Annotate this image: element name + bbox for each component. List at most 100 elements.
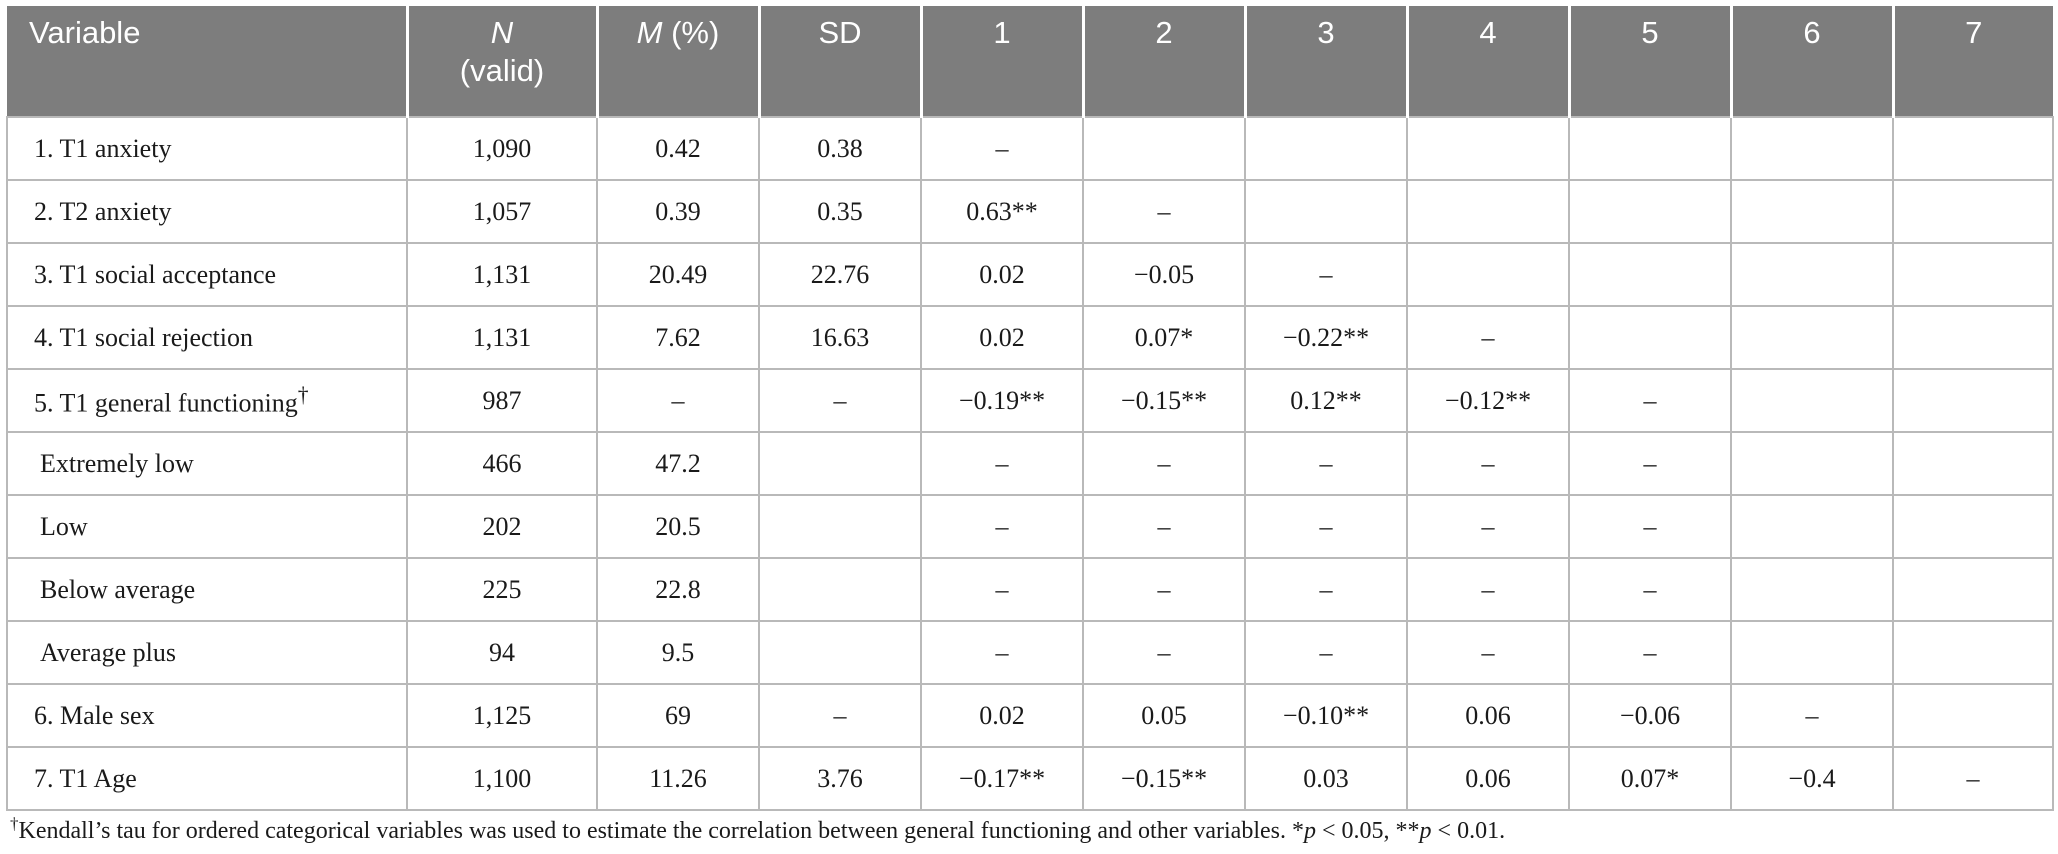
footnote-threshold-1: < 0.05, ** <box>1316 818 1420 844</box>
column-header-label: 2 <box>1155 15 1173 50</box>
table-cell: – <box>920 557 1084 622</box>
variable-cell: 1. T1 anxiety <box>6 116 408 181</box>
table-cell <box>1892 305 2054 370</box>
column-header-label: N <box>490 15 514 50</box>
column-header-label: 3 <box>1317 15 1335 50</box>
column-header-label: Variable <box>29 15 141 50</box>
table-cell: – <box>1082 494 1246 559</box>
table-cell: 1,100 <box>406 746 598 811</box>
table-cell: −0.15** <box>1082 368 1246 433</box>
variable-cell: 3. T1 social acceptance <box>6 242 408 307</box>
variable-label: Extremely low <box>40 448 194 478</box>
table-cell <box>1730 557 1894 622</box>
table-cell: 0.06 <box>1406 746 1570 811</box>
table-cell: – <box>1406 620 1570 685</box>
table-cell: – <box>1244 494 1408 559</box>
footnote-threshold-2: < 0.01. <box>1431 818 1506 844</box>
table-cell: 9.5 <box>596 620 760 685</box>
table-cell: 0.63** <box>920 179 1084 244</box>
table-cell: 22.8 <box>596 557 760 622</box>
table-cell: – <box>1892 746 2054 811</box>
table-cell: 16.63 <box>758 305 922 370</box>
table-cell: 0.07* <box>1082 305 1246 370</box>
table-cell: −0.10** <box>1244 683 1408 748</box>
table-cell: – <box>920 620 1084 685</box>
column-header: 5 <box>1567 6 1731 117</box>
column-header-label: 4 <box>1479 15 1497 50</box>
variable-cell: 7. T1 Age <box>6 746 408 811</box>
table-cell: – <box>1730 683 1894 748</box>
table-cell <box>1568 116 1732 181</box>
column-header: 7 <box>1891 6 2053 117</box>
table-cell: −0.05 <box>1082 242 1246 307</box>
variable-cell: 4. T1 social rejection <box>6 305 408 370</box>
table-cell <box>1244 179 1408 244</box>
variable-cell: Extremely low <box>6 431 408 496</box>
table-cell <box>1730 494 1894 559</box>
table-cell: 466 <box>406 431 598 496</box>
table-cell: – <box>1568 431 1732 496</box>
table-row: 5. T1 general functioning† 987– – −0.19** −0… <box>6 368 2054 433</box>
table-cell <box>1892 116 2054 181</box>
footnote-p-symbol: p <box>1419 818 1432 844</box>
table-row: Extremely low 466 47.2– – – – – <box>6 431 2054 496</box>
table-cell: −0.06 <box>1568 683 1732 748</box>
variable-cell: 5. T1 general functioning† <box>6 368 408 433</box>
table-row: 1. T1 anxiety 1,090 0.42 0.38– <box>6 116 2054 181</box>
column-header-label: 5 <box>1641 15 1659 50</box>
footnote-text: Kendall’s tau for ordered categorical va… <box>18 818 1305 844</box>
table-cell: 1,131 <box>406 242 598 307</box>
table-cell <box>758 431 922 496</box>
variable-cell: Below average <box>6 557 408 622</box>
table-cell: – <box>1406 494 1570 559</box>
variable-cell: Average plus <box>6 620 408 685</box>
table-cell: 0.02 <box>920 305 1084 370</box>
variable-label: 7. T1 Age <box>34 763 137 793</box>
descriptive-statistics-table: Variable N (valid) M (%) SD 1 2 3 4 5 6 7 1. T1 anx… <box>6 6 2054 811</box>
footnote-dagger: † <box>10 814 19 833</box>
table-cell: – <box>920 116 1084 181</box>
table-cell: – <box>1082 557 1246 622</box>
table-cell <box>758 620 922 685</box>
column-header: 3 <box>1243 6 1407 117</box>
column-header: 6 <box>1729 6 1893 117</box>
table-row: Low 202 20.5– – – – – <box>6 494 2054 559</box>
table-cell: – <box>1244 557 1408 622</box>
table-cell: 1,125 <box>406 683 598 748</box>
table-cell: −0.12** <box>1406 368 1570 433</box>
table-cell: 0.42 <box>596 116 760 181</box>
table-cell: – <box>1568 494 1732 559</box>
column-header-label: SD <box>818 15 862 50</box>
table-cell: 0.03 <box>1244 746 1408 811</box>
table-cell: 11.26 <box>596 746 760 811</box>
table-cell: 7.62 <box>596 305 760 370</box>
table-cell: – <box>1406 431 1570 496</box>
table-cell <box>1892 620 2054 685</box>
variable-cell: Low <box>6 494 408 559</box>
table-cell: 225 <box>406 557 598 622</box>
table-cell: – <box>920 494 1084 559</box>
table-cell: 1,090 <box>406 116 598 181</box>
table-cell <box>1730 620 1894 685</box>
table-cell: 987 <box>406 368 598 433</box>
table-cell <box>1892 683 2054 748</box>
table-cell: 0.12** <box>1244 368 1408 433</box>
table-cell <box>1568 242 1732 307</box>
variable-label: 3. T1 social acceptance <box>34 259 277 289</box>
table-cell: – <box>1082 620 1246 685</box>
table-row: 3. T1 social acceptance 1,131 20.49 22.76 0.… <box>6 242 2054 307</box>
table-footnote: †Kendall’s tau for ordered categorical v… <box>10 814 1505 845</box>
table-cell: – <box>1082 179 1246 244</box>
table-cell: 0.07* <box>1568 746 1732 811</box>
table-cell <box>758 557 922 622</box>
variable-label: Average plus <box>40 637 176 667</box>
table-row: Average plus 94 9.5– – – – – <box>6 620 2054 685</box>
table-cell <box>1730 242 1894 307</box>
column-header: 4 <box>1405 6 1569 117</box>
column-header-label: 7 <box>1965 15 1983 50</box>
column-header-sublabel: (%) <box>671 15 720 50</box>
table-cell <box>1730 179 1894 244</box>
table-cell: −0.17** <box>920 746 1084 811</box>
table-cell <box>1892 368 2054 433</box>
table-cell: 0.02 <box>920 683 1084 748</box>
